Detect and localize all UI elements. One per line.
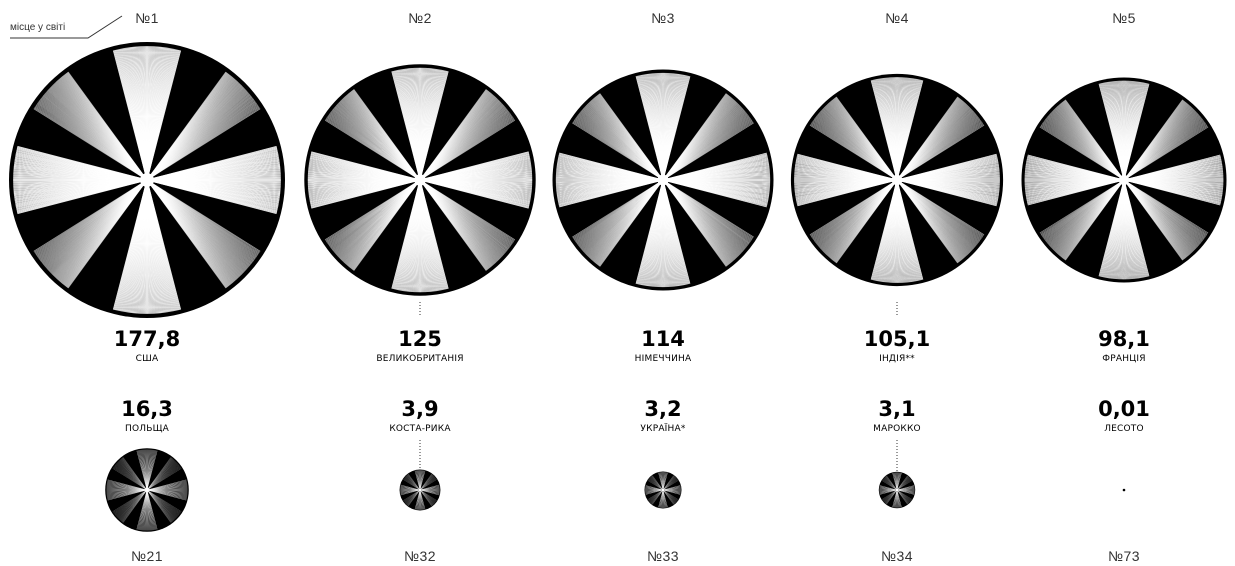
rank-label: №73 <box>1107 548 1141 564</box>
country-label: КОСТА-РИКА <box>389 424 451 434</box>
value-circle <box>1122 488 1126 492</box>
legend-pointer-line <box>10 15 123 39</box>
value-label: 3,9 <box>401 397 439 421</box>
value-label: 16,3 <box>121 397 173 421</box>
rank-label: №2 <box>408 10 432 26</box>
value-label: 98,1 <box>1098 327 1150 351</box>
value-label: 125 <box>398 327 442 351</box>
value-label: 0,01 <box>1098 397 1150 421</box>
rank-label: №5 <box>1112 10 1136 26</box>
country-label: ЛЕСОТО <box>1104 424 1144 434</box>
value-label: 3,1 <box>878 397 916 421</box>
rank-label: №3 <box>651 10 675 26</box>
rank-label: №34 <box>880 548 914 564</box>
country-label: ІНДІЯ** <box>879 354 915 364</box>
rank-label: №32 <box>403 548 437 564</box>
value-label: 177,8 <box>113 327 181 351</box>
rank-label: №21 <box>130 548 164 564</box>
country-label: США <box>135 354 159 364</box>
country-label: МАРОККО <box>873 424 921 434</box>
rank-label: №33 <box>646 548 680 564</box>
country-label: ФРАНЦІЯ <box>1102 354 1146 364</box>
value-label: 3,2 <box>644 397 682 421</box>
country-label: НІМЕЧЧИНА <box>634 354 692 364</box>
rank-label: №4 <box>885 10 909 26</box>
value-label: 105,1 <box>863 327 931 351</box>
rank-label: №1 <box>135 10 159 26</box>
rank-legend-label: місце у світі <box>10 22 66 33</box>
moire-pattern <box>400 470 440 510</box>
moire-pattern <box>555 72 771 288</box>
country-label: УКРАЇНА* <box>640 424 686 434</box>
country-label: ВЕЛИКОБРИТАНІЯ <box>376 354 464 364</box>
country-label: ПОЛЬЩА <box>125 424 169 434</box>
value-label: 114 <box>641 327 685 351</box>
